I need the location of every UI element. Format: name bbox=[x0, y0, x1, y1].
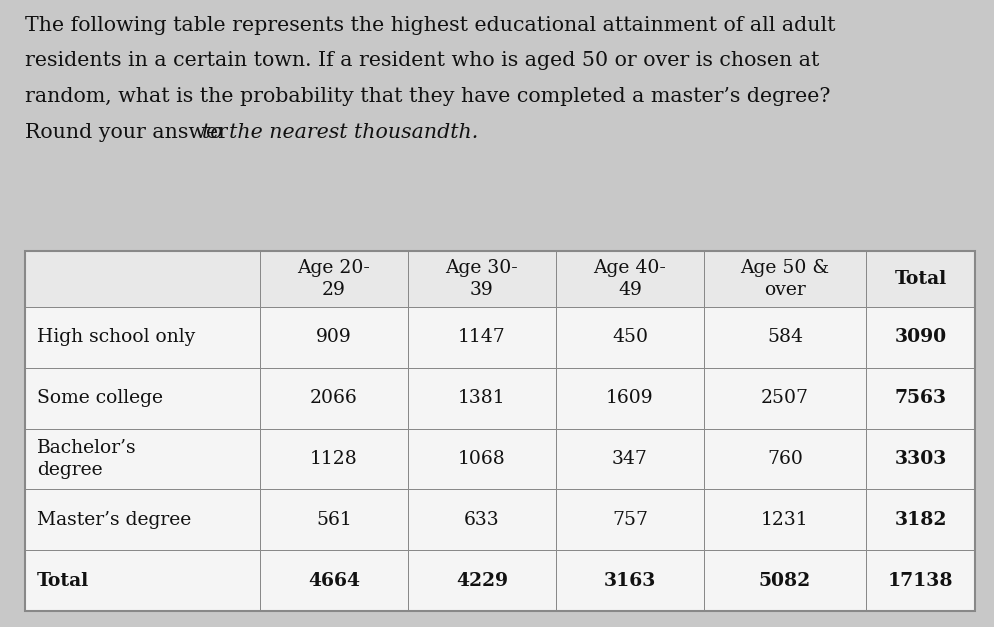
Bar bbox=[259, 490, 408, 551]
Text: 1128: 1128 bbox=[310, 450, 358, 468]
Bar bbox=[556, 367, 704, 428]
Text: 561: 561 bbox=[316, 511, 352, 529]
Text: The following table represents the highest educational attainment of all adult: The following table represents the highe… bbox=[25, 16, 835, 34]
Text: Some college: Some college bbox=[37, 389, 163, 407]
Bar bbox=[865, 251, 974, 307]
Bar bbox=[259, 551, 408, 611]
Text: 757: 757 bbox=[611, 511, 647, 529]
Bar bbox=[704, 367, 865, 428]
Bar bbox=[704, 307, 865, 367]
Text: Total: Total bbox=[894, 270, 945, 288]
Text: 1609: 1609 bbox=[605, 389, 653, 407]
Bar bbox=[25, 367, 259, 428]
Bar bbox=[259, 251, 408, 307]
Bar bbox=[25, 307, 259, 367]
Bar bbox=[25, 551, 259, 611]
Text: residents in a certain town. If a resident who is aged 50 or over is chosen at: residents in a certain town. If a reside… bbox=[25, 51, 818, 70]
Text: 1147: 1147 bbox=[457, 328, 505, 346]
Text: 3182: 3182 bbox=[894, 511, 946, 529]
Text: 7563: 7563 bbox=[894, 389, 945, 407]
Bar bbox=[556, 307, 704, 367]
Text: Total: Total bbox=[37, 572, 89, 590]
Text: 3090: 3090 bbox=[894, 328, 945, 346]
Bar bbox=[704, 428, 865, 490]
Bar bbox=[556, 251, 704, 307]
Bar bbox=[408, 551, 556, 611]
Text: 5082: 5082 bbox=[758, 572, 810, 590]
Text: random, what is the probability that they have completed a master’s degree?: random, what is the probability that the… bbox=[25, 87, 829, 106]
Text: 2066: 2066 bbox=[310, 389, 358, 407]
Text: 584: 584 bbox=[766, 328, 802, 346]
Text: Master’s degree: Master’s degree bbox=[37, 511, 191, 529]
Bar bbox=[865, 428, 974, 490]
Text: Bachelor’s
degree: Bachelor’s degree bbox=[37, 439, 136, 479]
Text: Age 40-
49: Age 40- 49 bbox=[593, 259, 666, 299]
Bar bbox=[408, 307, 556, 367]
Text: 1231: 1231 bbox=[760, 511, 808, 529]
Text: 4664: 4664 bbox=[307, 572, 360, 590]
Text: 1381: 1381 bbox=[457, 389, 505, 407]
Text: 760: 760 bbox=[766, 450, 802, 468]
Text: 633: 633 bbox=[464, 511, 499, 529]
Bar bbox=[704, 490, 865, 551]
Bar bbox=[865, 551, 974, 611]
Bar bbox=[25, 490, 259, 551]
Bar bbox=[259, 367, 408, 428]
Bar bbox=[408, 490, 556, 551]
Bar bbox=[865, 307, 974, 367]
Text: 17138: 17138 bbox=[887, 572, 952, 590]
Bar bbox=[408, 428, 556, 490]
Text: Age 50 &
over: Age 50 & over bbox=[740, 259, 829, 299]
Text: 1068: 1068 bbox=[457, 450, 505, 468]
Text: 347: 347 bbox=[611, 450, 647, 468]
Bar bbox=[25, 251, 974, 611]
Bar bbox=[259, 428, 408, 490]
Bar bbox=[25, 251, 259, 307]
Bar bbox=[25, 251, 974, 611]
Bar bbox=[408, 251, 556, 307]
Bar bbox=[865, 367, 974, 428]
Text: 3163: 3163 bbox=[603, 572, 656, 590]
Bar bbox=[704, 251, 865, 307]
Bar bbox=[25, 428, 259, 490]
Bar bbox=[556, 551, 704, 611]
Bar bbox=[408, 367, 556, 428]
Text: Round your answer: Round your answer bbox=[25, 123, 235, 142]
Text: 909: 909 bbox=[316, 328, 352, 346]
Text: 4229: 4229 bbox=[455, 572, 508, 590]
Text: Age 20-
29: Age 20- 29 bbox=[297, 259, 370, 299]
Bar bbox=[556, 428, 704, 490]
Text: High school only: High school only bbox=[37, 328, 195, 346]
Text: to the nearest thousandth.: to the nearest thousandth. bbox=[202, 123, 478, 142]
Bar bbox=[865, 490, 974, 551]
Bar bbox=[704, 551, 865, 611]
Bar bbox=[556, 490, 704, 551]
Bar bbox=[259, 307, 408, 367]
Text: 450: 450 bbox=[611, 328, 647, 346]
Text: Age 30-
39: Age 30- 39 bbox=[445, 259, 518, 299]
Text: 3303: 3303 bbox=[894, 450, 946, 468]
Text: 2507: 2507 bbox=[760, 389, 808, 407]
